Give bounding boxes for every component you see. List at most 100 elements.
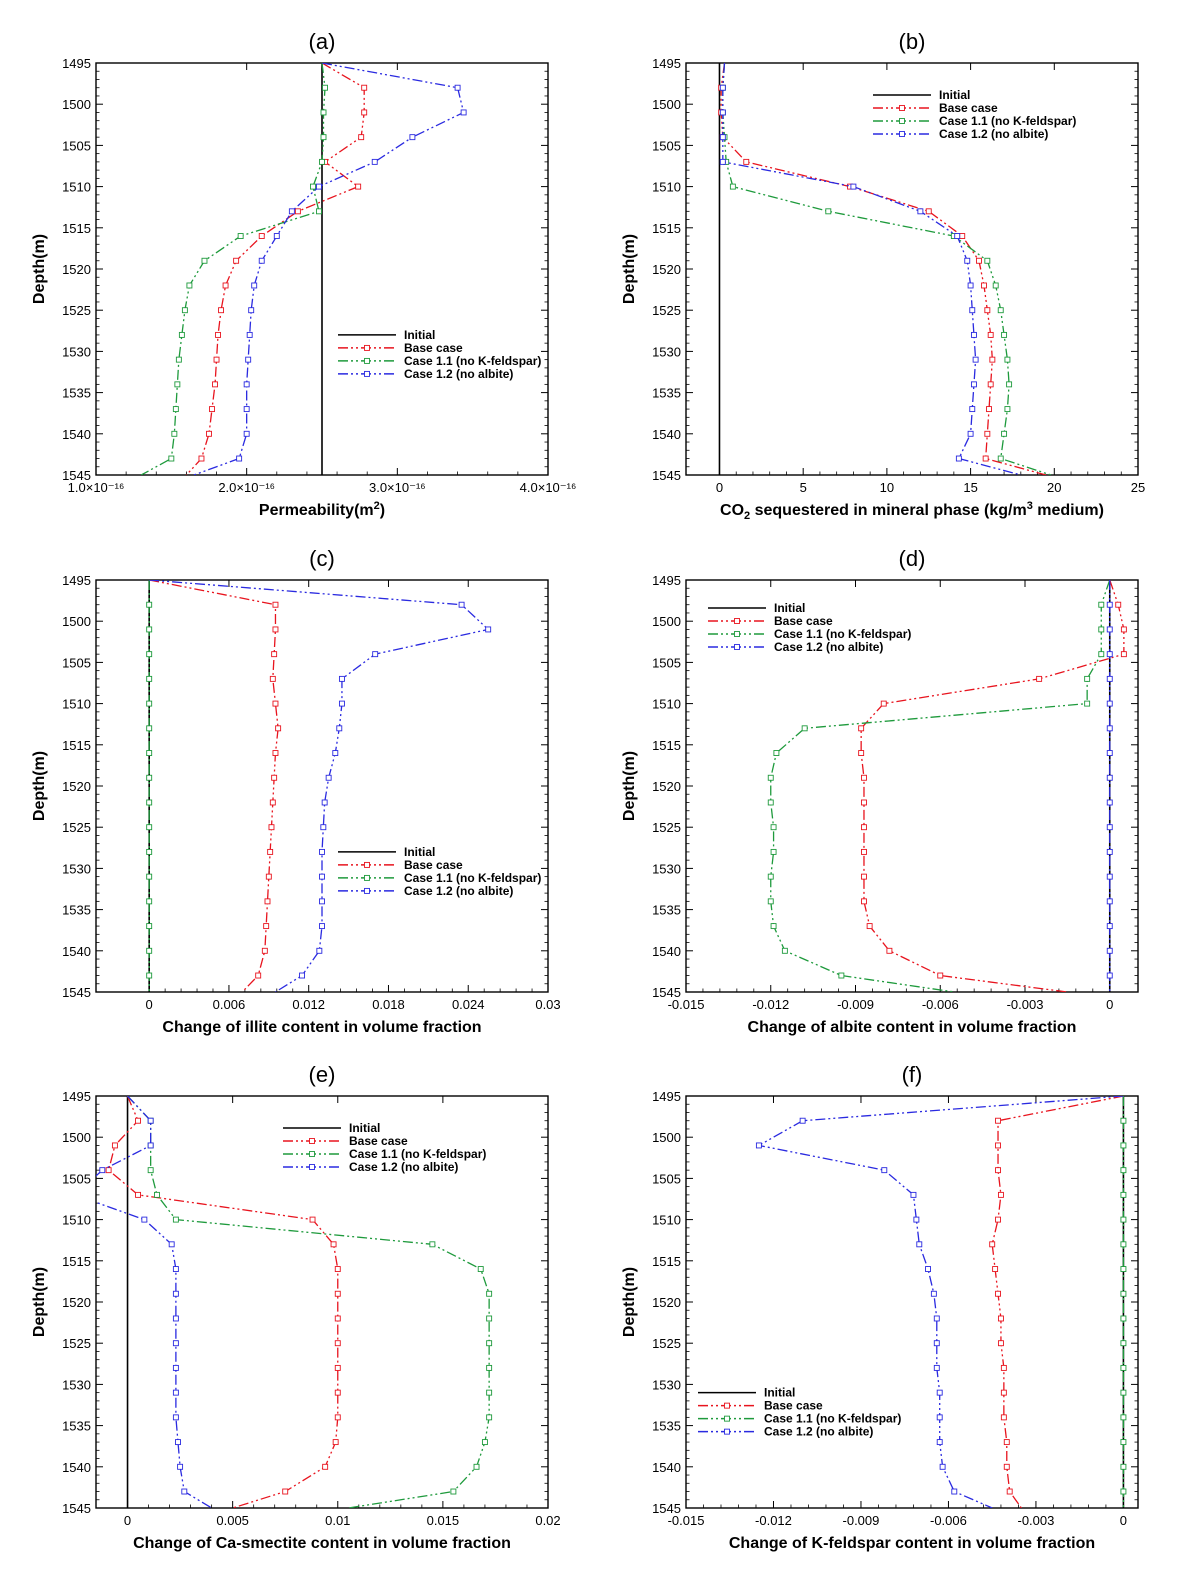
- y-tick-label: 1525: [62, 820, 91, 835]
- series-line-case12: [757, 1096, 1124, 1508]
- y-tick-label: 1540: [62, 1460, 91, 1475]
- data-point-case11: [1120, 1142, 1127, 1149]
- x-tick-label: 0: [146, 997, 153, 1012]
- y-axis-label: Depth(m): [621, 751, 638, 821]
- data-point-case12: [969, 307, 976, 314]
- x-tick-label: 0.02: [535, 1513, 560, 1528]
- data-point-case11: [310, 183, 316, 190]
- data-point-base: [1120, 626, 1127, 633]
- data-point-base: [861, 799, 867, 806]
- data-point-case11: [146, 824, 153, 831]
- data-point-case11: [1120, 1216, 1127, 1223]
- data-point-base: [981, 282, 987, 289]
- data-point-base: [989, 1241, 996, 1248]
- panel-label: (d): [899, 546, 926, 571]
- data-point-base: [1036, 675, 1043, 682]
- legend-marker-case11: [364, 874, 370, 881]
- data-point-case12: [936, 1414, 943, 1421]
- data-point-case11: [473, 1463, 480, 1470]
- y-tick-label: 1505: [652, 138, 681, 153]
- data-point-base: [282, 1488, 289, 1495]
- x-tick-label: 0.015: [427, 1513, 460, 1528]
- series-line-case12: [722, 63, 1021, 475]
- data-point-base: [265, 873, 272, 880]
- x-axis-label: Change of Ca-smectite content in volume …: [133, 1535, 511, 1552]
- series-base: [149, 580, 282, 992]
- data-point-case12: [881, 1167, 888, 1174]
- data-point-base: [982, 455, 989, 462]
- series-case12: [719, 63, 1021, 475]
- data-point-case12: [288, 208, 295, 215]
- series-case11: [140, 63, 328, 475]
- y-tick-label: 1530: [652, 344, 681, 359]
- data-point-base: [976, 257, 982, 264]
- data-point-case11: [1001, 430, 1008, 437]
- series-case12: [72, 1096, 212, 1508]
- y-tick-label: 1530: [652, 861, 681, 876]
- data-point-case11: [319, 158, 325, 165]
- data-point-case12: [319, 923, 325, 930]
- data-point-case12: [246, 331, 253, 338]
- y-tick-label: 1500: [652, 97, 681, 112]
- series-line-base: [991, 1096, 1124, 1508]
- series-line-case11: [770, 580, 1111, 992]
- data-point-base: [334, 1290, 341, 1297]
- data-point-case12: [141, 1216, 148, 1223]
- data-point-base: [322, 1463, 329, 1470]
- data-point-case12: [964, 257, 971, 264]
- data-point-case12: [336, 725, 343, 732]
- legend-marker-case11: [364, 357, 370, 364]
- data-point-case11: [767, 873, 774, 880]
- data-point-case12: [251, 282, 258, 289]
- data-point-case12: [933, 1340, 940, 1347]
- legend-label-case11: Case 1.1 (no K-feldspar): [404, 354, 541, 368]
- y-tick-label: 1545: [652, 468, 681, 483]
- x-axis-label-text: Change of K-feldspar content in volume f…: [729, 1535, 1095, 1552]
- data-point-case12: [1106, 626, 1113, 633]
- data-point-case12: [172, 1266, 179, 1272]
- data-point-case11: [186, 282, 193, 289]
- data-point-case12: [72, 1192, 77, 1197]
- legend-label-initial: Initial: [764, 1386, 795, 1400]
- series-case12: [755, 1096, 1124, 1508]
- data-point-base: [269, 799, 276, 806]
- x-tick-label: -0.015: [668, 997, 705, 1012]
- y-tick-label: 1530: [62, 861, 91, 876]
- x-tick-label: 0.005: [216, 1513, 249, 1528]
- data-point-case11: [201, 257, 208, 264]
- legend-label-base: Base case: [349, 1134, 408, 1148]
- series-case11: [1120, 1096, 1127, 1508]
- y-tick-label: 1520: [62, 262, 91, 277]
- data-point-base: [858, 750, 865, 756]
- x-tick-label: 15: [963, 480, 977, 495]
- data-point-base: [984, 430, 991, 437]
- x-tick-label: 1.0×10⁻¹⁶: [68, 480, 125, 495]
- data-point-base: [1003, 1439, 1010, 1446]
- x-tick-label: 0: [124, 1513, 131, 1528]
- data-point-case12: [273, 233, 280, 239]
- data-point-case12: [172, 1414, 179, 1421]
- data-point-base: [105, 1167, 112, 1174]
- data-point-case12: [969, 406, 976, 413]
- series-case11: [767, 580, 1111, 992]
- data-point-base: [743, 158, 750, 165]
- legend-marker-base: [364, 861, 370, 868]
- data-point-case11: [146, 873, 153, 880]
- data-point-case11: [486, 1315, 493, 1322]
- series-line-base: [149, 580, 279, 992]
- data-point-case11: [178, 331, 185, 338]
- data-point-case12: [338, 675, 345, 682]
- y-tick-label: 1545: [62, 1501, 91, 1516]
- data-point-case12: [460, 109, 467, 116]
- data-point-case12: [1106, 700, 1113, 707]
- y-tick-label: 1520: [652, 1295, 681, 1310]
- data-point-case11: [154, 1191, 160, 1198]
- data-point-base: [263, 923, 270, 930]
- data-point-base: [309, 1216, 316, 1223]
- data-point-base: [222, 282, 229, 289]
- data-point-base: [1000, 1414, 1007, 1421]
- data-point-case12: [1106, 774, 1113, 781]
- data-point-case12: [1106, 750, 1113, 756]
- x-tick-label: 0: [1120, 1513, 1127, 1528]
